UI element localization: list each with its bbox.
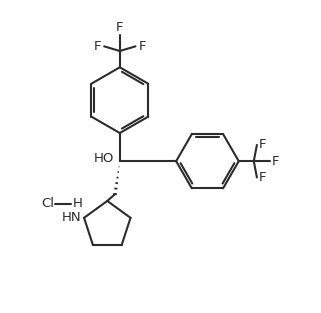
Text: F: F <box>272 155 279 168</box>
Text: HO: HO <box>94 152 114 165</box>
Text: F: F <box>116 21 124 34</box>
Text: F: F <box>258 171 266 184</box>
Text: F: F <box>258 138 266 151</box>
Text: H: H <box>73 197 83 210</box>
Text: Cl: Cl <box>41 197 55 210</box>
Text: HN: HN <box>61 211 81 224</box>
Text: F: F <box>93 40 101 53</box>
Text: F: F <box>139 40 146 53</box>
